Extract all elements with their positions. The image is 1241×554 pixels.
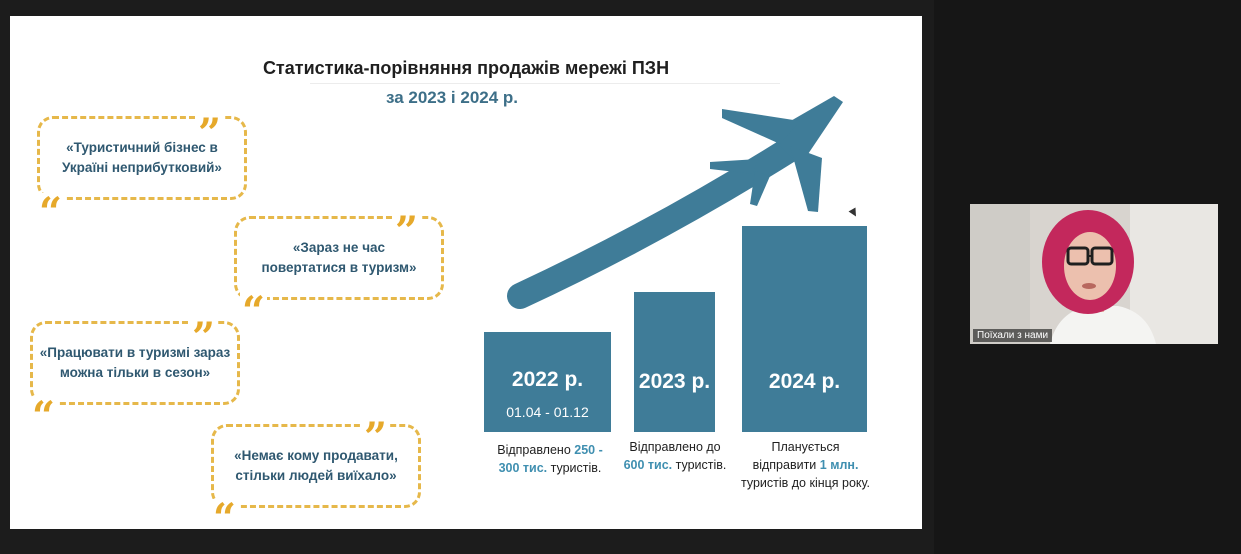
caption-text: туристів до кінця року. [740,476,871,490]
airplane-arrow-icon [507,96,843,309]
quote-box-4: «Немає кому продавати, стільки людей виї… [211,424,421,508]
participant-video [970,204,1218,344]
bar-2024: 2024 р. [742,226,867,432]
bar-2022: 2022 р. 01.04 - 01.12 [484,332,611,432]
quote-box-1: «Туристичний бізнес в Україні неприбутко… [37,116,247,200]
slide-title: Статистика-порівняння продажів мережі ПЗ… [262,58,670,78]
open-quote-icon: “ [211,499,239,525]
caption-text: туристів. [550,461,602,475]
participant-video-tile[interactable]: Поїхали з нами [970,204,1218,344]
slide-subtitle: за 2023 і 2024 р. [385,88,519,107]
bar-date-range: 01.04 - 01.12 [506,404,589,420]
caption-highlight: 600 тис. [623,458,673,472]
quote-text-1: «Туристичний бізнес в Україні неприбутко… [58,138,226,178]
quote-text-3: «Працювати в туризмі зараз можна тільки … [35,343,235,383]
participant-name-label: Поїхали з нами [973,329,1053,342]
caption-text: Планується [771,440,840,454]
caption-text: туристів. [675,458,727,472]
caption-2023: Відправлено до 600 тис. туристів. [620,438,730,474]
bar-2023: 2023 р. [634,292,715,432]
caption-highlight: 250 - [574,443,603,457]
quote-text-2: «Зараз не час повертатися в туризм» [257,238,421,278]
quote-box-3: «Працювати в туризмі зараз можна тільки … [30,321,240,405]
close-quote-icon: ” [362,418,390,444]
caption-highlight: 300 тис. [498,461,548,475]
close-quote-icon: ” [190,318,218,344]
quote-box-2: «Зараз не час повертатися в туризм» [234,216,444,300]
title-divider [310,83,780,84]
close-quote-icon: ” [393,212,421,238]
open-quote-icon: “ [37,193,65,219]
bar-year-label: 2022 р. [511,368,584,391]
open-quote-icon: “ [30,397,58,423]
quote-text-4: «Немає кому продавати, стільки людей виї… [230,446,402,486]
caption-text: відправити [752,458,817,472]
caption-2022: Відправлено 250 - 300 тис. туристів. [488,441,612,477]
caption-text: Відправлено [497,443,571,457]
open-quote-icon: “ [240,292,268,318]
bar-year-label: 2024 р. [768,370,841,393]
caption-text: Відправлено до [629,440,721,454]
close-quote-icon: ” [196,114,224,140]
caption-highlight: 1 млн. [819,458,859,472]
presentation-slide: Статистика-порівняння продажів мережі ПЗ… [10,16,922,529]
bar-year-label: 2023 р. [638,370,711,393]
caption-2024: Планується відправити 1 млн. туристів до… [738,438,873,492]
